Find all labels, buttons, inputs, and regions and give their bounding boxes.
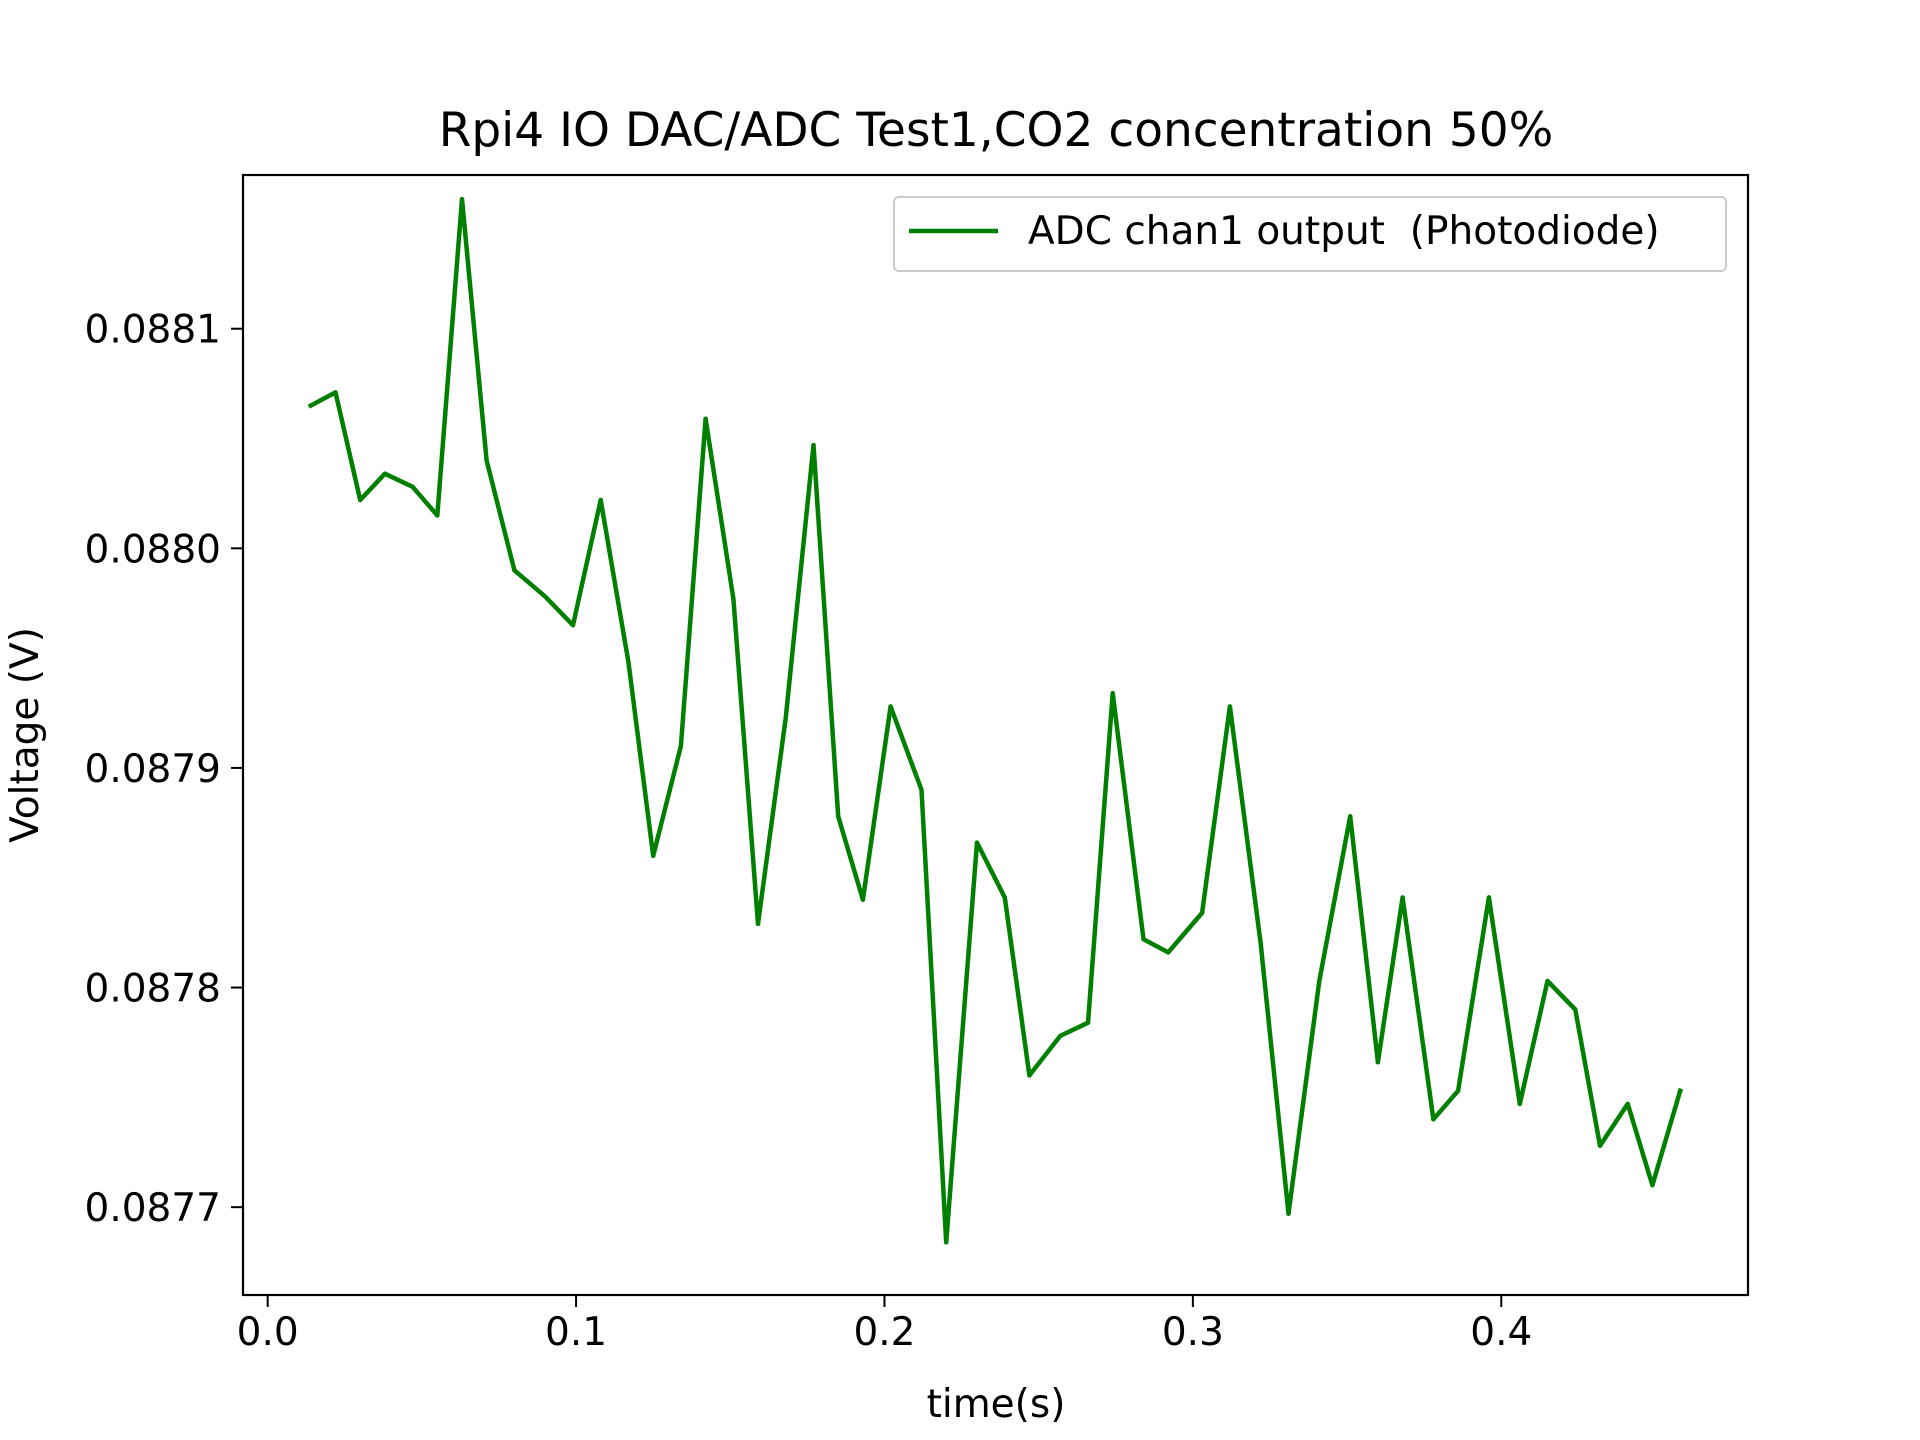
- x-axis: 0.0 0.1 0.2 0.3 0.4: [237, 1295, 1532, 1355]
- data-point: [1678, 1088, 1683, 1094]
- plot-frame: [241, 173, 1750, 1297]
- y-tick-label: 0.0880: [85, 527, 221, 572]
- data-point: [1227, 704, 1233, 709]
- data-point: [382, 471, 388, 476]
- data-point: [1625, 1101, 1630, 1107]
- data-point: [1517, 1101, 1523, 1107]
- data-point: [1085, 1020, 1091, 1025]
- data-point: [1027, 1073, 1032, 1078]
- data-point: [703, 416, 708, 421]
- legend-entry-label: ADC chan1 output (Photodiode): [1028, 209, 1660, 254]
- data-point: [1400, 895, 1405, 900]
- data-point: [974, 840, 980, 845]
- data-point: [459, 197, 465, 202]
- data-point: [358, 497, 363, 503]
- data-point: [888, 704, 893, 709]
- y-axis-label: Voltage (V): [3, 627, 48, 843]
- data-point: [783, 715, 788, 720]
- x-axis-label: time(s): [927, 1382, 1066, 1427]
- data-point: [333, 390, 338, 395]
- data-point: [678, 743, 684, 749]
- x-tick-label: 0.3: [1162, 1310, 1224, 1355]
- y-tick-label: 0.0877: [85, 1186, 221, 1231]
- data-point: [1545, 978, 1550, 984]
- y-tick-label: 0.0879: [85, 747, 221, 792]
- data-point: [1141, 937, 1146, 942]
- data-point: [1650, 1183, 1655, 1188]
- data-point: [1166, 950, 1171, 955]
- data-point: [435, 513, 440, 518]
- x-tick-label: 0.1: [545, 1310, 607, 1355]
- data-point: [1455, 1088, 1461, 1094]
- x-tick-label: 0.4: [1470, 1310, 1532, 1355]
- data-point: [944, 1240, 949, 1245]
- data-point: [731, 596, 736, 601]
- data-point: [811, 442, 816, 448]
- x-tick-label: 0.2: [853, 1310, 915, 1355]
- data-point: [860, 897, 866, 902]
- legend-box: [893, 196, 1727, 272]
- data-point: [308, 403, 313, 408]
- y-tick-label: 0.0878: [85, 967, 221, 1012]
- data-point: [1286, 1211, 1291, 1216]
- data-point: [598, 497, 603, 503]
- data-point: [1597, 1143, 1603, 1148]
- data-point: [410, 484, 415, 489]
- data-point: [1199, 910, 1205, 916]
- data-point: [1348, 814, 1353, 819]
- data-point: [543, 594, 548, 599]
- data-point: [1002, 895, 1007, 900]
- y-axis: 0.0877 0.0878 0.0879 0.0880 0.0881: [85, 308, 243, 1231]
- data-point: [570, 623, 576, 628]
- data-point: [755, 921, 761, 927]
- data-point: [1431, 1117, 1436, 1122]
- data-point: [484, 458, 489, 463]
- data-point: [1110, 691, 1115, 696]
- data-point: [626, 660, 631, 665]
- data-point: [1258, 941, 1263, 946]
- data-point: [651, 853, 656, 858]
- data-point: [1058, 1033, 1063, 1039]
- y-tick-label: 0.0881: [85, 308, 221, 353]
- plot-area: [307, 196, 1683, 1245]
- chart-title: Rpi4 IO DAC/ADC Test1,CO2 concentration …: [439, 103, 1554, 158]
- legend: ADC chan1 output (Photodiode): [893, 196, 1727, 272]
- x-tick-label: 0.0: [237, 1310, 299, 1355]
- data-point: [1573, 1007, 1578, 1012]
- data-point: [919, 787, 924, 793]
- data-point: [1317, 978, 1322, 984]
- data-point: [1375, 1060, 1381, 1065]
- data-point: [1486, 895, 1492, 900]
- data-point: [836, 814, 841, 819]
- data-point: [512, 568, 517, 573]
